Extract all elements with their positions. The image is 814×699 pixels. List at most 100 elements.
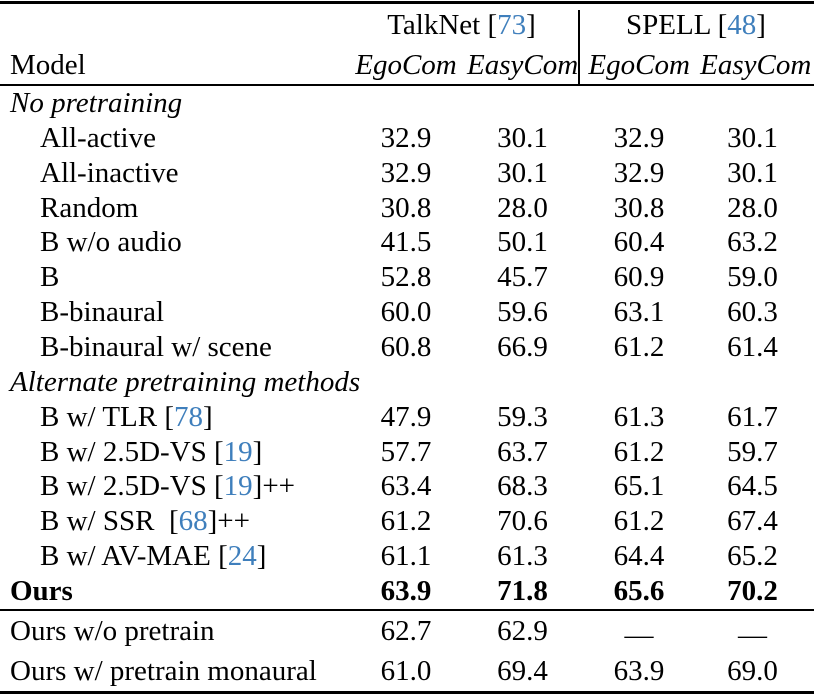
missing-value-cell: — [624,618,654,651]
citation-ref[interactable]: 19 [223,435,253,468]
table-row: Ours w/o pretrain 62.7 62.9 — — [0,611,814,651]
row-label: B w/ SSR [68]++ [0,505,345,538]
value-cell: 63.9 [380,574,432,607]
table-row: B-binaural 60.0 59.6 63.1 60.3 [0,295,814,330]
table-row: All-inactive 32.9 30.1 32.9 30.1 [0,156,814,191]
table-row: B-binaural w/ scene 60.8 66.9 61.2 61.4 [0,330,814,365]
table-row: B w/ TLR [78] 47.9 59.3 61.3 61.7 [0,400,814,435]
value-cell: 62.9 [497,614,548,647]
footer-mid-rule [0,609,814,611]
table-row: B w/o audio 41.5 50.1 60.4 63.2 [0,225,814,260]
row-label-text: ]++ [207,505,250,538]
value-cell: 61.2 [613,505,665,538]
row-label-text: B-binaural w/ scene [40,330,272,363]
citation-ref[interactable]: 78 [174,400,203,433]
value-cell: 30.1 [497,121,548,154]
value-cell: 62.7 [380,614,432,647]
value-cell: 61.4 [727,330,778,363]
value-cell: 63.2 [727,226,778,259]
column-group-spell: SPELL [48] [578,9,814,42]
row-label-text: No pretraining [10,86,183,119]
value-cell: 59.3 [497,400,548,433]
header-mid-rule [0,84,814,86]
table-top-rule [0,1,814,4]
row-label-text: B w/ 2.5D-VS [ [40,435,224,468]
value-cell: 64.5 [727,470,778,503]
subcolumn-header-egocom-talknet: EgoCom [355,48,457,81]
row-label: B [0,261,345,294]
citation-ref[interactable]: 19 [223,470,253,503]
value-cell: 61.3 [613,400,665,433]
column-group-row: TalkNet [73] SPELL [48] [0,4,814,46]
subcolumn-header-row: Model EgoCom EasyCom EgoCom EasyCom [0,46,814,84]
row-label: B w/ 2.5D-VS [19]++ [0,470,345,503]
value-cell: 30.1 [727,121,778,154]
row-label: Random [0,192,345,225]
value-cell: 61.2 [380,505,432,538]
row-label: B-binaural [0,296,345,329]
table-row: All-active 32.9 30.1 32.9 30.1 [0,121,814,156]
subcolumn-header-easycom-talknet: EasyCom [467,48,579,81]
table-row: B w/ AV-MAE [24] 61.1 61.3 64.4 65.2 [0,539,814,574]
value-cell: 61.2 [613,435,665,468]
value-cell: 60.9 [613,261,665,294]
model-column-header: Model [10,48,86,81]
value-cell: 61.3 [497,540,548,573]
citation-ref[interactable]: 68 [178,505,208,538]
table-row: B w/ SSR [68]++ 61.2 70.6 61.2 67.4 [0,504,814,539]
row-label: B-binaural w/ scene [0,331,345,364]
table-row: Ours 63.9 71.8 65.6 70.2 [0,574,814,609]
row-label: Ours w/o pretrain [0,615,345,648]
value-cell: 61.1 [380,540,432,573]
value-cell: 61.7 [727,400,778,433]
row-label-text: ]++ [252,470,296,503]
value-cell: 50.1 [497,226,548,259]
citation-ref[interactable]: 48 [727,8,757,41]
row-label-text: Alternate pretraining methods [10,365,361,398]
row-label-text: B w/ 2.5D-VS [ [40,470,224,503]
row-label-text: Ours w/ pretrain monaural [10,654,317,687]
value-cell: 63.4 [380,470,432,503]
value-cell: 30.1 [727,156,778,189]
row-label-text: B w/ AV-MAE [ [40,540,228,573]
value-cell: 52.8 [380,261,432,294]
value-cell: 61.0 [380,654,432,687]
value-cell: 59.7 [727,435,778,468]
value-cell: 30.1 [497,156,548,189]
value-cell: 60.8 [380,330,432,363]
group-label-text: TalkNet [ [387,8,498,41]
row-label: B w/o audio [0,226,345,259]
row-label-text: B-binaural [40,296,165,329]
row-label-text: B w/ TLR [ [40,400,174,433]
subcolumn-header-egocom-spell: EgoCom [588,48,690,81]
value-cell: 63.9 [613,654,665,687]
row-label: All-inactive [0,157,345,190]
value-cell: 60.4 [613,226,665,259]
row-label: No pretraining [0,87,814,120]
value-cell: 61.2 [613,330,665,363]
value-cell: 69.4 [497,654,548,687]
value-cell: 63.7 [497,435,548,468]
value-cell: 57.7 [380,435,432,468]
value-cell: 28.0 [727,191,778,224]
row-label: All-active [0,122,345,155]
value-cell: 64.4 [613,540,665,573]
column-group-talknet: TalkNet [73] [345,9,578,42]
row-label-text: B [40,261,60,294]
section-header-row: No pretraining [0,86,814,121]
missing-value-cell: — [738,618,767,651]
row-label: Alternate pretraining methods [0,366,814,399]
value-cell: 65.6 [613,574,665,607]
citation-ref[interactable]: 73 [497,8,527,41]
row-label-text: ] [203,400,213,433]
value-cell: 59.6 [497,296,548,329]
citation-ref[interactable]: 24 [227,540,257,573]
value-cell: 65.1 [613,470,665,503]
row-label: B w/ 2.5D-VS [19] [0,436,345,469]
row-label: B w/ TLR [78] [0,401,345,434]
group-label-text: ] [526,8,536,41]
row-label-text: B w/o audio [40,226,182,259]
value-cell: 60.0 [380,296,432,329]
value-cell: 65.2 [727,540,778,573]
